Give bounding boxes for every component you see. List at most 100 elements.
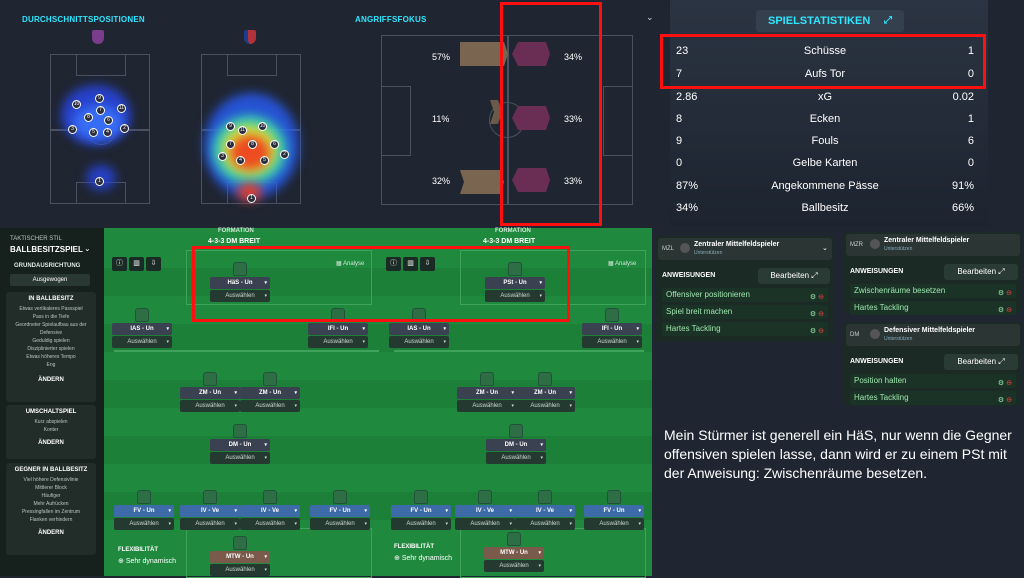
role-badge[interactable]: ZM - Un ▾ (457, 387, 517, 399)
info-icon[interactable]: ⓘ (386, 257, 401, 271)
player-slot-left[interactable]: FV - Un ▾ Auswählen ▾ (310, 490, 370, 530)
player-select[interactable]: Auswählen ▾ (485, 290, 545, 302)
player-slot-left[interactable]: IAS - Un ▾ Auswählen ▾ (112, 308, 172, 348)
analyse-left-link[interactable]: ▦ Analyse (336, 260, 364, 267)
player-select[interactable]: Auswählen ▾ (210, 452, 270, 464)
remove-icon[interactable]: ⊖ (818, 328, 824, 335)
role-badge[interactable]: IV - Ve ▾ (180, 505, 240, 517)
player-select[interactable]: Auswählen ▾ (457, 400, 517, 412)
mzl-instruction-item[interactable]: Spiel breit machen ⚙ ⊖ (662, 305, 828, 319)
player-slot-right[interactable]: IAS - Un ▾ Auswählen ▾ (389, 308, 449, 348)
role-badge[interactable]: ZM - Un ▾ (180, 387, 240, 399)
dm-edit-button[interactable]: Bearbeiten ⤢ (944, 354, 1018, 370)
player-slot-right[interactable]: DM - Un ▾ Auswählen ▾ (486, 424, 546, 464)
download-icon[interactable]: ⇩ (146, 257, 161, 271)
mzr-instruction-item[interactable]: Hartes Tackling ⚙ ⊖ (850, 301, 1016, 315)
bar-chart-icon[interactable]: ▥ (403, 257, 418, 271)
role-badge[interactable]: IFl - Un ▾ (308, 323, 368, 335)
player-select[interactable]: Auswählen ▾ (389, 336, 449, 348)
mzl-edit-button[interactable]: Bearbeiten ⤢ (758, 268, 830, 284)
settings-icon[interactable]: ⚙ ⊖ (997, 397, 1012, 404)
download-icon[interactable]: ⇩ (420, 257, 435, 271)
player-slot-right[interactable]: IV - Ve ▾ Auswählen ▾ (455, 490, 515, 530)
remove-icon[interactable]: ⊖ (818, 311, 824, 318)
player-select[interactable]: Auswählen ▾ (515, 400, 575, 412)
mzl-instruction-item[interactable]: Offensiver positionieren ⚙ ⊖ (662, 288, 828, 302)
role-badge[interactable]: MTW - Un ▾ (210, 551, 270, 563)
mzl-instruction-item[interactable]: Hartes Tackling ⚙ ⊖ (662, 322, 828, 336)
player-select[interactable]: Auswählen ▾ (240, 400, 300, 412)
settings-icon[interactable]: ⚙ ⊖ (997, 307, 1012, 314)
player-select[interactable]: Auswählen ▾ (310, 518, 370, 530)
player-select[interactable]: Auswählen ▾ (391, 518, 451, 530)
role-badge[interactable]: IV - Ve ▾ (515, 505, 575, 517)
player-select[interactable]: Auswählen ▾ (180, 518, 240, 530)
player-select[interactable]: Auswählen ▾ (455, 518, 515, 530)
role-badge[interactable]: PSt - Un ▾ (485, 277, 545, 289)
info-icon[interactable]: ⓘ (112, 257, 127, 271)
player-slot-left[interactable]: IV - Ve ▾ Auswählen ▾ (180, 490, 240, 530)
player-slot-left[interactable]: ZM - Un ▾ Auswählen ▾ (180, 372, 240, 412)
player-select[interactable]: Auswählen ▾ (210, 290, 270, 302)
mzr-edit-button[interactable]: Bearbeiten ⤢ (944, 264, 1018, 280)
dm-instruction-item[interactable]: Position halten ⚙ ⊖ (850, 374, 1016, 388)
settings-icon[interactable]: ⚙ ⊖ (997, 380, 1012, 387)
player-slot-left[interactable]: IFl - Un ▾ Auswählen ▾ (308, 308, 368, 348)
stats-tab[interactable]: SPIELSTATISTIKEN ⤢ (756, 10, 904, 32)
role-badge[interactable]: IV - Ve ▾ (455, 505, 515, 517)
player-slot-right[interactable]: MTW - Un ▾ Auswählen ▾ (484, 532, 544, 572)
remove-icon[interactable]: ⊖ (818, 294, 824, 301)
style-chevron-icon[interactable]: ⌄ (84, 244, 91, 253)
player-slot-left[interactable]: ZM - Un ▾ Auswählen ▾ (240, 372, 300, 412)
role-badge[interactable]: ZM - Un ▾ (240, 387, 300, 399)
settings-icon[interactable]: ⚙ ⊖ (809, 311, 824, 318)
remove-icon[interactable]: ⊖ (1006, 290, 1012, 297)
player-slot-right[interactable]: ZM - Un ▾ Auswählen ▾ (457, 372, 517, 412)
role-badge[interactable]: HäS - Un ▾ (210, 277, 270, 289)
chevron-down-icon[interactable]: ⌄ (646, 12, 654, 22)
player-select[interactable]: Auswählen ▾ (582, 336, 642, 348)
player-slot-right[interactable]: ZM - Un ▾ Auswählen ▾ (515, 372, 575, 412)
player-select[interactable]: Auswählen ▾ (584, 518, 644, 530)
player-select[interactable]: Auswählen ▾ (180, 400, 240, 412)
bar-chart-icon[interactable]: ▥ (129, 257, 144, 271)
player-select[interactable]: Auswählen ▾ (515, 518, 575, 530)
chevron-down-icon[interactable]: ⌄ (822, 245, 828, 252)
player-slot-right[interactable]: IFl - Un ▾ Auswählen ▾ (582, 308, 642, 348)
player-slot-left[interactable]: DM - Un ▾ Auswählen ▾ (210, 424, 270, 464)
expand-icon[interactable]: ⤢ (884, 15, 892, 26)
player-slot-left[interactable]: HäS - Un ▾ Auswählen ▾ (210, 262, 270, 302)
player-slot-right[interactable]: IV - Ve ▾ Auswählen ▾ (515, 490, 575, 530)
formation-left-value[interactable]: 4-3-3 DM BREIT (208, 238, 261, 245)
role-badge[interactable]: IV - Ve ▾ (240, 505, 300, 517)
player-slot-right[interactable]: FV - Un ▾ Auswählen ▾ (391, 490, 451, 530)
mzl-role-select[interactable] (658, 238, 832, 260)
remove-icon[interactable]: ⊖ (1006, 307, 1012, 314)
remove-icon[interactable]: ⊖ (1006, 397, 1012, 404)
player-select[interactable]: Auswählen ▾ (210, 564, 270, 576)
player-slot-right[interactable]: PSt - Un ▾ Auswählen ▾ (485, 262, 545, 302)
role-badge[interactable]: DM - Un ▾ (486, 439, 546, 451)
role-badge[interactable]: FV - Un ▾ (584, 505, 644, 517)
out-possession-change-button[interactable]: ÄNDERN (38, 530, 64, 536)
player-select[interactable]: Auswählen ▾ (114, 518, 174, 530)
player-slot-left[interactable]: FV - Un ▾ Auswählen ▾ (114, 490, 174, 530)
role-badge[interactable]: IFl - Un ▾ (582, 323, 642, 335)
role-badge[interactable]: MTW - Un ▾ (484, 547, 544, 559)
settings-icon[interactable]: ⚙ ⊖ (809, 294, 824, 301)
alignment-select[interactable]: Ausgewogen (10, 274, 90, 286)
player-select[interactable]: Auswählen ▾ (308, 336, 368, 348)
role-badge[interactable]: FV - Un ▾ (114, 505, 174, 517)
player-select[interactable]: Auswählen ▾ (112, 336, 172, 348)
remove-icon[interactable]: ⊖ (1006, 380, 1012, 387)
player-select[interactable]: Auswählen ▾ (240, 518, 300, 530)
role-badge[interactable]: IAS - Un ▾ (389, 323, 449, 335)
dm-instruction-item[interactable]: Hartes Tackling ⚙ ⊖ (850, 391, 1016, 405)
role-badge[interactable]: FV - Un ▾ (391, 505, 451, 517)
player-slot-left[interactable]: IV - Ve ▾ Auswählen ▾ (240, 490, 300, 530)
role-badge[interactable]: DM - Un ▾ (210, 439, 270, 451)
mzr-role-select[interactable] (846, 234, 1020, 256)
transition-change-button[interactable]: ÄNDERN (38, 440, 64, 446)
player-slot-left[interactable]: MTW - Un ▾ Auswählen ▾ (210, 536, 270, 576)
player-slot-right[interactable]: FV - Un ▾ Auswählen ▾ (584, 490, 644, 530)
